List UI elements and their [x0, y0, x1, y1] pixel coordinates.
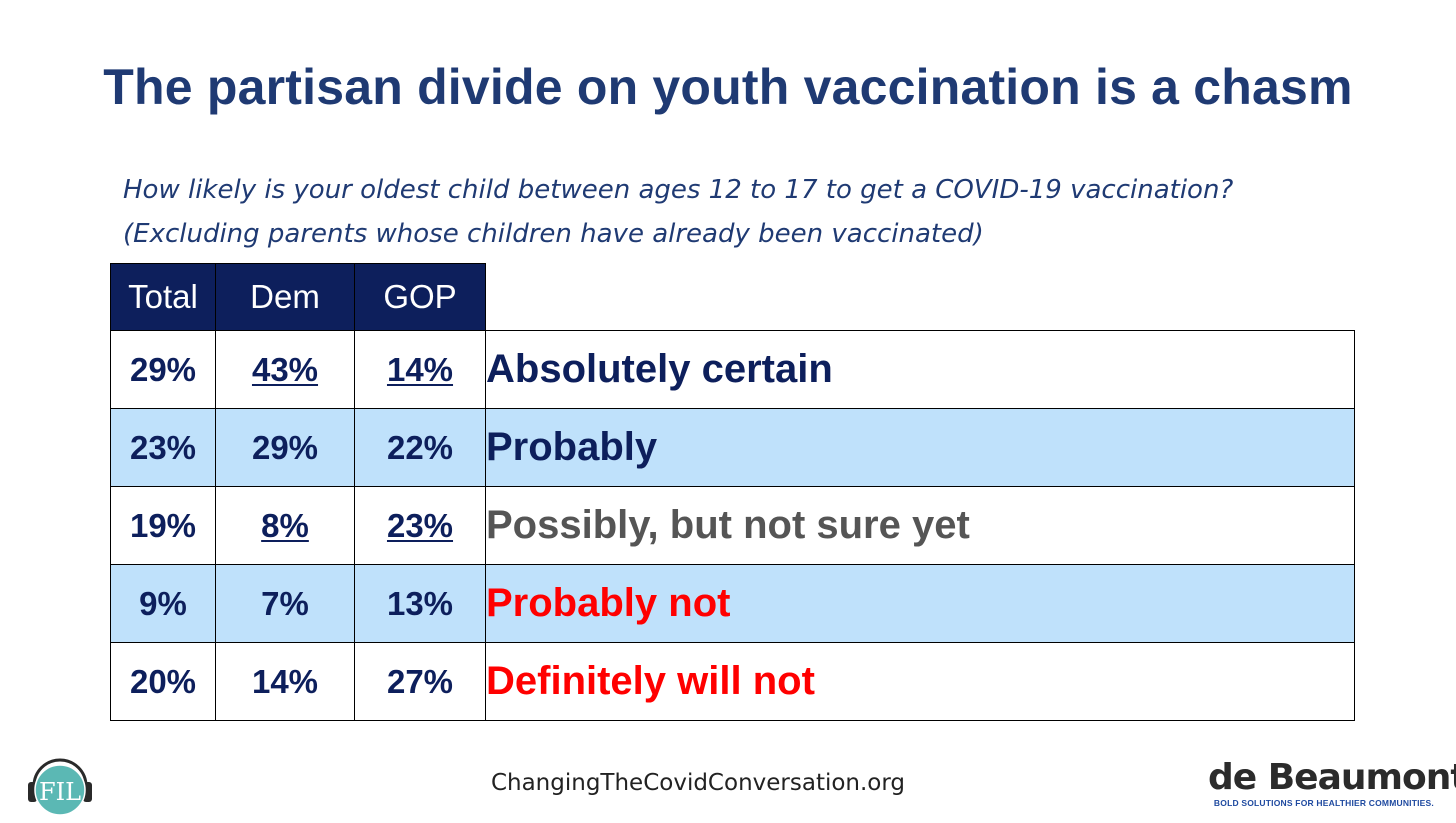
cell-total: 19%	[110, 486, 216, 565]
cell-value: 23%	[386, 506, 454, 544]
cell-total: 9%	[110, 564, 216, 643]
cell-value: 22%	[386, 428, 454, 466]
row-label: Absolutely certain	[485, 330, 1355, 409]
cell-value: 27%	[386, 662, 454, 700]
header-spacer	[486, 264, 1355, 331]
table-row: 19% 8% 23% Possibly, but not sure yet	[110, 486, 1355, 565]
question-line-1: How likely is your oldest child between …	[123, 175, 1234, 205]
cell-value: 29%	[129, 350, 197, 388]
column-header-gop: GOP	[354, 263, 486, 331]
cell-value: 13%	[386, 584, 454, 622]
fil-logo-text: FIL	[39, 778, 81, 806]
question-line-2: (Excluding parents whose children have a…	[123, 219, 984, 249]
cell-dem: 14%	[215, 642, 355, 721]
cell-total: 29%	[110, 330, 216, 409]
cell-value: 29%	[251, 428, 319, 466]
slide-title: The partisan divide on youth vaccination…	[103, 59, 1353, 115]
row-label: Probably not	[485, 564, 1355, 643]
row-label: Definitely will not	[485, 642, 1355, 721]
cell-value: 9%	[139, 584, 187, 622]
cell-total: 20%	[110, 642, 216, 721]
survey-question: How likely is your oldest child between …	[123, 168, 1233, 256]
table-row: 23% 29% 22% Probably	[110, 408, 1355, 487]
cell-gop: 14%	[354, 330, 486, 409]
cell-value: 19%	[129, 506, 197, 544]
cell-dem: 29%	[215, 408, 355, 487]
cell-value: 43%	[251, 350, 319, 388]
table-row: 20% 14% 27% Definitely will not	[110, 642, 1355, 721]
cell-total: 23%	[110, 408, 216, 487]
cell-gop: 22%	[354, 408, 486, 487]
row-label: Probably	[485, 408, 1355, 487]
cell-value: 14%	[386, 350, 454, 388]
table-row: 9% 7% 13% Probably not	[110, 564, 1355, 643]
cell-gop: 13%	[354, 564, 486, 643]
table-body: 29% 43% 14% Absolutely certain 23% 29% 22% Prob…	[110, 330, 1355, 721]
cell-value: 23%	[129, 428, 197, 466]
cell-value: 14%	[251, 662, 319, 700]
cell-value: 8%	[261, 506, 309, 544]
de-beaumont-name: de Beaumont	[1208, 757, 1456, 798]
cell-gop: 27%	[354, 642, 486, 721]
footer-url[interactable]: ChangingTheCovidConversation.org	[490, 770, 906, 796]
table-row: 29% 43% 14% Absolutely certain	[110, 330, 1355, 409]
cell-dem: 8%	[215, 486, 355, 565]
column-header-dem: Dem	[215, 263, 355, 331]
results-table: Total Dem GOP 29% 43% 14% Absolutely certai…	[110, 263, 1355, 721]
headphones-logo-icon: FIL	[28, 758, 92, 816]
cell-dem: 43%	[215, 330, 355, 409]
row-label: Possibly, but not sure yet	[485, 486, 1355, 565]
column-header-total: Total	[110, 263, 216, 331]
de-beaumont-logo: de Beaumont BOLD SOLUTIONS FOR HEALTHIER…	[1208, 757, 1456, 816]
table-header-row: Total Dem GOP	[110, 263, 1355, 331]
fil-podcast-logo: FIL	[24, 750, 96, 818]
de-beaumont-tagline: BOLD SOLUTIONS FOR HEALTHIER COMMUNITIES…	[1213, 798, 1434, 808]
cell-value: 7%	[261, 584, 309, 622]
cell-value: 20%	[129, 662, 197, 700]
cell-dem: 7%	[215, 564, 355, 643]
cell-gop: 23%	[354, 486, 486, 565]
